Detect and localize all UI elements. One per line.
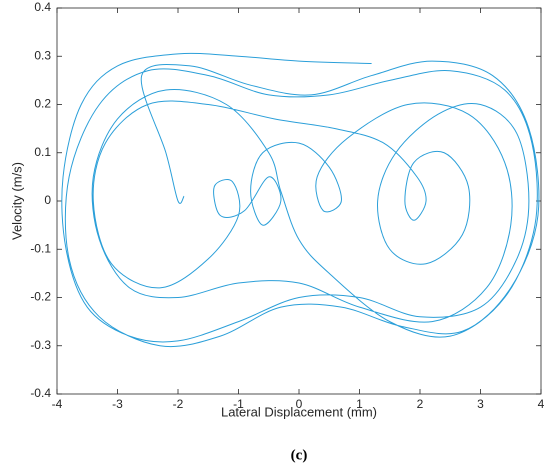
x-tick-label: 4 bbox=[538, 397, 545, 411]
x-tick-label: -3 bbox=[112, 397, 123, 411]
x-tick-label: 3 bbox=[477, 397, 484, 411]
y-tick-label: -0.1 bbox=[30, 241, 51, 255]
y-tick-label: -0.3 bbox=[30, 338, 51, 352]
y-tick-label: 0.4 bbox=[34, 0, 51, 14]
x-tick-label: -1 bbox=[233, 397, 244, 411]
y-tick-label: -0.2 bbox=[30, 290, 51, 304]
caption: (c) bbox=[291, 447, 308, 463]
x-tick-label: 2 bbox=[417, 397, 424, 411]
y-tick-label: 0.3 bbox=[34, 48, 51, 62]
x-tick-label: 0 bbox=[296, 397, 303, 411]
y-axis-label: Velocity (m/s) bbox=[9, 162, 24, 240]
x-tick-label: 1 bbox=[356, 397, 363, 411]
x-axis-label: Lateral Displacement (mm) bbox=[221, 404, 377, 419]
trajectory-line bbox=[61, 52, 540, 348]
x-tick-label: -2 bbox=[173, 397, 184, 411]
y-tick-label: 0.2 bbox=[34, 97, 51, 111]
x-tick-label: -4 bbox=[52, 397, 63, 411]
y-tick-label: 0 bbox=[44, 193, 51, 207]
y-tick-label: 0.1 bbox=[34, 145, 51, 159]
y-tick-label: -0.4 bbox=[30, 386, 51, 400]
